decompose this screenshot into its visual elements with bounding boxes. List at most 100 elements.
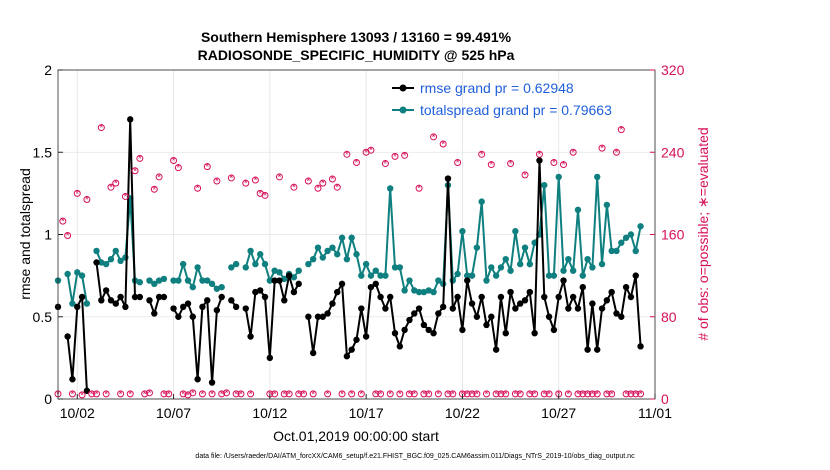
y-tick-label-left: 0.5 bbox=[33, 309, 53, 325]
obs-possible-point bbox=[381, 160, 389, 168]
obs-evaluated-point: * bbox=[196, 184, 200, 195]
rmse-point bbox=[74, 303, 81, 311]
obs-possible-point bbox=[179, 390, 187, 398]
y-tick-label-right: 0 bbox=[661, 391, 669, 407]
obs-possible-point bbox=[309, 390, 317, 398]
y-tick-label-right: 80 bbox=[661, 309, 677, 325]
obs-possible-point bbox=[603, 390, 611, 398]
obs-possible-point bbox=[343, 150, 351, 158]
rmse-point bbox=[98, 297, 105, 304]
obs-possible-point bbox=[348, 390, 356, 398]
obs-evaluated-point: * bbox=[393, 152, 397, 163]
obs-possible-point bbox=[430, 133, 438, 141]
spread-point bbox=[309, 255, 317, 263]
rmse-point bbox=[454, 293, 461, 301]
rmse-point bbox=[372, 280, 379, 288]
obs-evaluated-point: * bbox=[355, 158, 359, 169]
spread-point bbox=[569, 267, 577, 274]
series-layer bbox=[54, 116, 644, 394]
spread-point bbox=[64, 270, 71, 278]
obs-possible-point bbox=[473, 390, 481, 398]
obs-evaluated-point: * bbox=[148, 388, 152, 399]
grid-lines bbox=[58, 69, 656, 400]
rmse-point bbox=[488, 313, 495, 320]
legend-rmse-marker bbox=[399, 84, 407, 92]
obs-evaluated-point: * bbox=[253, 176, 257, 187]
obs-evaluated-point: * bbox=[258, 189, 262, 200]
obs-possible-point bbox=[560, 161, 568, 169]
obs-evaluated-point: * bbox=[446, 389, 450, 400]
rmse-point bbox=[478, 293, 485, 301]
obs-evaluated-point: * bbox=[509, 159, 513, 170]
obs-possible-point bbox=[150, 185, 158, 193]
obs-possible-point bbox=[449, 390, 457, 398]
rmse-point bbox=[295, 280, 302, 288]
obs-evaluated-point: * bbox=[162, 389, 166, 400]
obs-evaluated-point: * bbox=[123, 192, 127, 203]
spread-point bbox=[204, 277, 211, 284]
spread-point bbox=[252, 260, 259, 268]
x-tick-label: 10/07 bbox=[156, 405, 191, 421]
spread-point bbox=[199, 277, 206, 284]
spread-point bbox=[598, 260, 606, 268]
obs-evaluated-point: * bbox=[167, 389, 171, 400]
obs-evaluated-point: * bbox=[292, 183, 296, 194]
obs-evaluated-point: * bbox=[494, 389, 498, 400]
obs-possible-point bbox=[632, 390, 640, 398]
obs-evaluated-point: * bbox=[66, 231, 70, 242]
rmse-point bbox=[382, 305, 389, 312]
spread-point bbox=[213, 285, 221, 292]
obs-possible-point bbox=[227, 174, 235, 182]
obs-evaluated-point: * bbox=[61, 217, 65, 228]
obs-possible-point bbox=[121, 192, 129, 200]
rmse-point bbox=[594, 346, 601, 353]
obs-evaluated-point: * bbox=[528, 389, 532, 400]
rmse-point bbox=[271, 277, 278, 284]
obs-possible-point bbox=[68, 390, 76, 398]
spread-point bbox=[362, 260, 370, 268]
x-tick-label: 10/27 bbox=[541, 405, 576, 421]
obs-evaluated-point: * bbox=[374, 389, 378, 400]
spread-point bbox=[372, 267, 379, 274]
obs-possible-point bbox=[584, 390, 592, 398]
obs-possible-point bbox=[160, 390, 168, 398]
obs-possible-point bbox=[401, 151, 409, 159]
obs-evaluated-point: * bbox=[138, 154, 142, 165]
spread-point bbox=[502, 255, 509, 263]
spread-point bbox=[189, 283, 197, 291]
obs-evaluated-point: * bbox=[316, 184, 320, 195]
obs-possible-point bbox=[117, 390, 125, 398]
rmse-point bbox=[122, 303, 129, 311]
obs-evaluated-point: * bbox=[523, 170, 527, 181]
obs-evaluated-point: * bbox=[610, 389, 614, 400]
obs-possible-point bbox=[78, 391, 86, 399]
obs-evaluated-point: * bbox=[95, 389, 99, 400]
spread-point bbox=[430, 288, 437, 296]
rmse-point bbox=[257, 287, 264, 294]
spread-point bbox=[107, 255, 115, 263]
obs-evaluated-point: * bbox=[287, 389, 291, 400]
obs-evaluated-point: * bbox=[369, 146, 373, 157]
obs-possible-point bbox=[569, 148, 577, 156]
spread-point bbox=[170, 277, 177, 284]
obs-possible-point bbox=[319, 179, 327, 187]
obs-evaluated-point: * bbox=[600, 144, 604, 155]
obs-possible-point bbox=[617, 126, 625, 134]
obs-evaluated-point: * bbox=[581, 389, 585, 400]
legend-rmse-label: rmse grand pr = 0.62948 bbox=[420, 80, 574, 96]
spread-point bbox=[406, 277, 413, 284]
rmse-point bbox=[526, 288, 534, 296]
obs-evaluated-point: * bbox=[615, 148, 619, 159]
spread-point bbox=[348, 234, 355, 241]
obs-evaluated-point: * bbox=[624, 389, 628, 400]
y-tick-label-left: 0 bbox=[44, 391, 52, 407]
spread-point bbox=[271, 267, 278, 274]
obs-possible-point bbox=[83, 196, 91, 204]
obs-possible-point bbox=[444, 390, 452, 398]
obs-evaluated-point: * bbox=[639, 389, 643, 400]
obs-evaluated-point: * bbox=[436, 389, 440, 400]
obs-possible-point bbox=[353, 159, 360, 167]
rmse-point bbox=[232, 303, 240, 311]
rmse-point bbox=[319, 313, 326, 320]
spread-point bbox=[338, 234, 346, 241]
